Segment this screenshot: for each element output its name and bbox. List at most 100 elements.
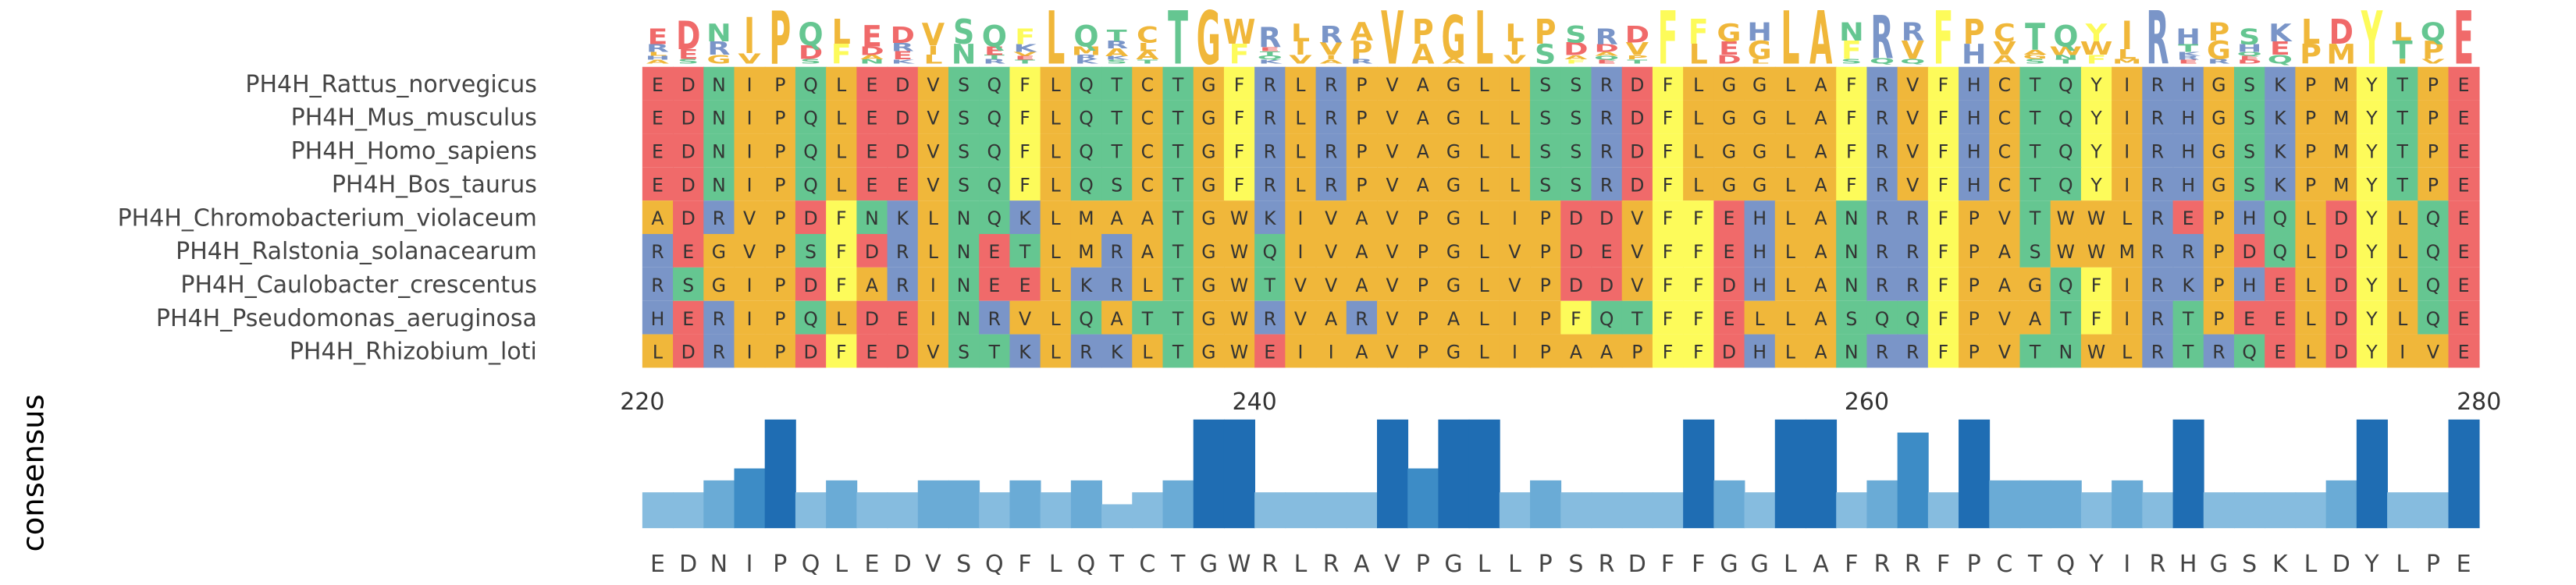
- residue-cell: [1683, 234, 1715, 268]
- residue-cell: [1560, 66, 1592, 101]
- residue-letter: K: [2182, 275, 2194, 296]
- residue-cell: [2325, 300, 2357, 335]
- residue-cell: [1132, 300, 1164, 335]
- residue-letter: P: [1356, 141, 1367, 163]
- residue-letter: M: [2119, 241, 2135, 263]
- residue-letter: P: [2305, 108, 2316, 129]
- residue-letter: P: [2428, 141, 2439, 163]
- residue-letter: L: [1479, 308, 1489, 330]
- residue-letter: H: [1752, 342, 1767, 363]
- logo-letter: L: [2118, 47, 2137, 62]
- residue-letter: Q: [1079, 74, 1094, 96]
- logo-letter: A: [2023, 49, 2047, 56]
- residue-cell: [2387, 167, 2419, 201]
- residue-letter: P: [774, 308, 785, 330]
- residue-cell: [1897, 300, 1929, 335]
- residue-letter: Q: [2426, 275, 2441, 296]
- residue-letter: L: [2305, 342, 2315, 363]
- residue-letter: R: [1876, 141, 1888, 163]
- residue-letter: L: [1510, 108, 1520, 129]
- residue-cell: [1040, 334, 1072, 368]
- residue-letter: A: [1998, 275, 2011, 296]
- logo-letter: A: [646, 58, 669, 65]
- residue-letter: D: [1722, 275, 1736, 296]
- consensus-letter: P: [1967, 551, 1981, 578]
- residue-cell: [1621, 100, 1653, 134]
- residue-letter: R: [2151, 207, 2164, 229]
- conservation-bar: [703, 480, 735, 529]
- residue-letter: K: [1080, 275, 1093, 296]
- residue-cell: [1315, 167, 1347, 201]
- residue-cell: [2356, 133, 2388, 168]
- residue-cell: [1774, 200, 1806, 234]
- logo-letter: V: [2421, 58, 2445, 65]
- residue-cell: [2356, 300, 2388, 335]
- logo-letter: N: [1839, 18, 1864, 47]
- residue-letter: R: [2151, 108, 2164, 129]
- consensus-letter: L: [2396, 551, 2409, 578]
- residue-letter: E: [1264, 342, 1276, 363]
- residue-cell: [1866, 133, 1898, 168]
- residue-cell: [1193, 234, 1225, 268]
- residue-cell: [2019, 66, 2051, 101]
- residue-letter: R: [2151, 141, 2164, 163]
- residue-letter: L: [1051, 207, 1061, 229]
- residue-letter: I: [747, 141, 753, 163]
- residue-cell: [2080, 133, 2112, 168]
- residue-letter: M: [2333, 141, 2349, 163]
- residue-letter: Q: [803, 74, 818, 96]
- residue-letter: L: [1479, 108, 1489, 129]
- residue-letter: K: [896, 207, 909, 229]
- conservation-bar: [1806, 419, 1838, 529]
- residue-letter: K: [1111, 342, 1123, 363]
- consensus-letter: D: [1628, 551, 1646, 578]
- residue-cell: [1223, 167, 1255, 201]
- consensus-letter: S: [956, 551, 971, 578]
- residue-cell: [1468, 167, 1500, 201]
- residue-cell: [1009, 200, 1041, 234]
- residue-cell: [703, 334, 735, 368]
- residue-letter: Q: [2242, 342, 2257, 363]
- residue-letter: A: [1815, 342, 1827, 363]
- residue-cell: [642, 267, 674, 301]
- logo-letter: G: [2207, 36, 2231, 65]
- residue-letter: F: [2091, 275, 2102, 296]
- residue-cell: [1499, 300, 1531, 335]
- residue-letter: P: [1418, 342, 1429, 363]
- logo-letter: Q: [2053, 19, 2078, 53]
- residue-cell: [2295, 234, 2327, 268]
- residue-cell: [1744, 100, 1776, 134]
- residue-letter: D: [895, 141, 909, 163]
- residue-letter: L: [1295, 141, 1305, 163]
- consensus-letter: C: [1139, 551, 1155, 578]
- residue-letter: P: [1418, 275, 1429, 296]
- consensus-letter: R: [2150, 551, 2166, 578]
- logo-letter: F: [2087, 52, 2107, 66]
- logo-letter: P: [1535, 12, 1557, 52]
- residue-cell: [764, 133, 796, 168]
- residue-cell: [1836, 267, 1868, 301]
- residue-letter: C: [1998, 141, 2011, 163]
- residue-cell: [1223, 267, 1255, 301]
- residue-letter: P: [1969, 207, 1980, 229]
- residue-cell: [1836, 66, 1868, 101]
- residue-cell: [2295, 267, 2327, 301]
- residue-cell: [856, 200, 888, 234]
- residue-letter: E: [2458, 174, 2470, 196]
- residue-letter: Y: [2365, 74, 2378, 96]
- residue-cell: [2325, 133, 2357, 168]
- residue-letter: T: [2182, 308, 2194, 330]
- residue-cell: [1806, 334, 1838, 368]
- residue-letter: W: [2087, 241, 2105, 263]
- residue-cell: [1989, 167, 2021, 201]
- residue-letter: E: [682, 241, 694, 263]
- residue-letter: I: [747, 174, 753, 196]
- residue-letter: K: [1019, 342, 1031, 363]
- residue-letter: G: [1722, 74, 1736, 96]
- residue-cell: [2080, 334, 2112, 368]
- residue-cell: [2050, 133, 2082, 168]
- residue-letter: F: [1938, 207, 1949, 229]
- residue-letter: L: [1051, 241, 1061, 263]
- residue-letter: G: [1446, 342, 1461, 363]
